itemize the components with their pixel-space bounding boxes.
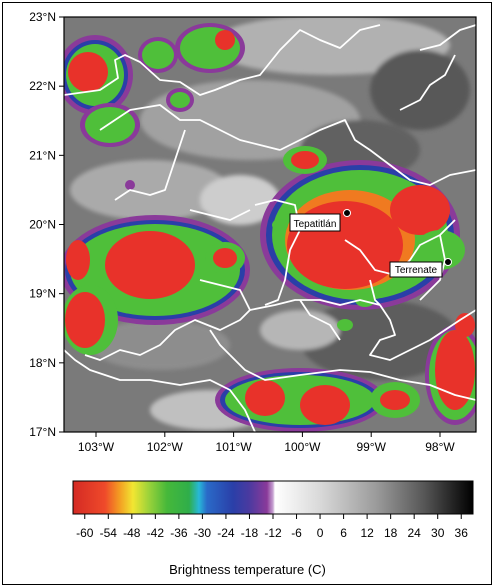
colorbar-tick-label: 30 — [431, 526, 445, 540]
lat-tick-label: 18°N — [29, 356, 56, 370]
lat-tick-label: 17°N — [29, 425, 56, 439]
longitude-axis: 103°W 102°W 101°W 100°W 99°W 98°W — [78, 432, 455, 454]
city-dot — [343, 209, 351, 217]
colorbar-tick-label: 12 — [360, 526, 374, 540]
colorbar-tick-label: -24 — [217, 526, 235, 540]
colorbar-tick-label: -42 — [147, 526, 165, 540]
lat-tick-label: 22°N — [29, 79, 56, 93]
lat-tick-label: 19°N — [29, 287, 56, 301]
lon-tick-label: 100°W — [284, 440, 321, 454]
city-label: Terrenate — [395, 265, 438, 276]
city-label: Tepatitlán — [294, 219, 337, 230]
lat-tick-label: 20°N — [29, 218, 56, 232]
satellite-imagery — [64, 17, 476, 432]
colorbar-tick-label: -54 — [100, 526, 118, 540]
colorbar-tick-label: -36 — [170, 526, 188, 540]
colorbar-gradient — [72, 480, 474, 515]
colorbar-tick-label: 24 — [407, 526, 421, 540]
city-dot — [444, 258, 452, 266]
colorbar-tick-label: -48 — [123, 526, 141, 540]
colorbar-tick-label: -18 — [241, 526, 259, 540]
city-marker: Terrenate — [389, 258, 452, 278]
colorbar-ticks: -60 -54 -48 -42 -36 -30 -24 -18 -12 -6 0 6 12 18 24 30 3… — [76, 514, 468, 540]
lon-tick-label: 98°W — [425, 440, 455, 454]
lon-tick-label: 99°W — [356, 440, 386, 454]
city-marker: Tepatitlán — [289, 209, 351, 232]
city-markers: Tepatitlán Terrenate — [289, 209, 452, 278]
colorbar-tick-label: -6 — [291, 526, 302, 540]
colorbar-tick-label: -60 — [76, 526, 94, 540]
colorbar-tick-label: 6 — [340, 526, 347, 540]
colorbar-tick-label: 36 — [455, 526, 469, 540]
colorbar-title: Brightness temperature (C) — [169, 562, 326, 577]
latitude-axis: 23°N 22°N 21°N 20°N 19°N 18°N 17°N — [29, 10, 64, 439]
colorbar-tick-label: -30 — [194, 526, 212, 540]
lon-tick-label: 101°W — [216, 440, 253, 454]
lon-tick-label: 103°W — [78, 440, 115, 454]
city-label-box — [289, 213, 341, 232]
colorbar-tick-label: 18 — [384, 526, 398, 540]
state-boundaries — [64, 24, 476, 432]
lat-tick-label: 21°N — [29, 148, 56, 162]
colorbar-tick-label: -12 — [264, 526, 282, 540]
colorbar: -60 -54 -48 -42 -36 -30 -24 -18 -12 -6 0 6 12 18 24 30 3… — [72, 480, 474, 540]
city-label-box — [389, 261, 443, 278]
colorbar-tick-label: 0 — [317, 526, 324, 540]
lon-tick-label: 102°W — [147, 440, 184, 454]
lat-tick-label: 23°N — [29, 10, 56, 24]
